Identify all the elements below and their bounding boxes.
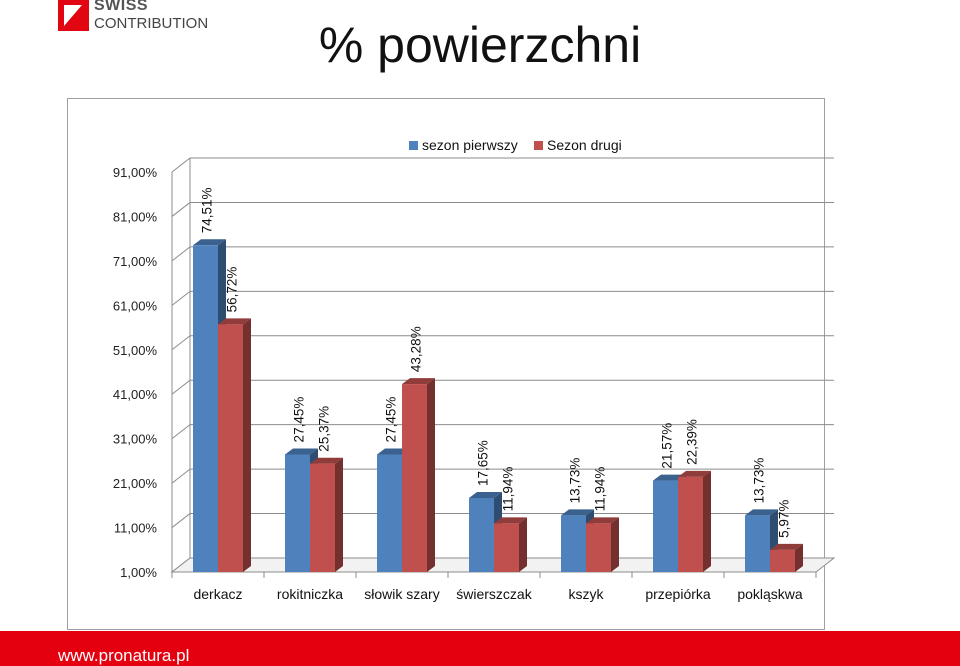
bar xyxy=(218,324,243,572)
data-label: 27,45% xyxy=(292,397,307,443)
data-label: 56,72% xyxy=(225,267,240,313)
bar-top xyxy=(310,457,343,464)
y-tick-label: 91,00% xyxy=(113,165,158,180)
x-category-label: rokitniczka xyxy=(277,586,343,602)
legend-label: sezon pierwszy xyxy=(422,137,518,153)
data-label: 5,97% xyxy=(777,500,792,538)
data-label: 25,37% xyxy=(317,406,332,452)
y-tick-label: 31,00% xyxy=(113,432,158,447)
bar-top xyxy=(770,543,803,550)
data-label: 22,39% xyxy=(685,419,700,465)
data-label: 11,94% xyxy=(501,467,516,512)
gridline-depth xyxy=(171,468,191,484)
y-tick-label: 41,00% xyxy=(113,387,158,402)
legend-label: Sezon drugi xyxy=(547,137,622,153)
legend: sezon pierwszy Sezon drugi xyxy=(409,137,622,153)
bar-side xyxy=(519,517,527,572)
bar-top xyxy=(402,378,435,385)
legend-swatch xyxy=(534,141,543,150)
y-tick-label: 51,00% xyxy=(113,343,158,358)
data-label: 27,45% xyxy=(384,397,399,443)
bar xyxy=(561,515,586,572)
bar-top xyxy=(494,517,527,524)
footer-url[interactable]: www.pronatura.pl xyxy=(58,646,190,665)
gridline-depth xyxy=(171,246,191,262)
logo-text-contribution: CONTRIBUTION xyxy=(94,15,209,32)
bar-side xyxy=(427,378,435,572)
data-label: 17,65% xyxy=(476,440,491,486)
y-tick-label: 1,00% xyxy=(120,565,157,580)
bar-top xyxy=(586,517,619,524)
bar-side xyxy=(795,543,803,572)
bar xyxy=(586,523,611,572)
swiss-cross-icon xyxy=(58,0,89,31)
bar-top xyxy=(745,509,778,516)
footer-bar: www.pronatura.pl xyxy=(0,631,960,666)
bar-top xyxy=(285,448,318,455)
x-category-label: świerszczak xyxy=(456,586,532,602)
bar-top xyxy=(377,448,410,455)
data-label: 43,28% xyxy=(409,326,424,372)
data-label: 74,51% xyxy=(200,187,215,233)
y-tick-label: 11,00% xyxy=(114,521,158,536)
x-category-label: pokląskwa xyxy=(737,586,803,602)
bars: 74,51% 56,72% 27,45% 25,37% 27,45% 43,28% 17,6… xyxy=(193,187,803,573)
bar-side xyxy=(611,517,619,572)
bar-side xyxy=(703,470,711,572)
bar-side xyxy=(243,318,251,572)
gridline-depth xyxy=(171,202,191,217)
bar-top xyxy=(469,492,502,498)
gridline-depth xyxy=(171,157,191,173)
bar-top xyxy=(218,318,251,325)
bar xyxy=(402,384,427,572)
x-category-label: przepiórka xyxy=(645,586,711,602)
bar xyxy=(469,498,494,572)
x-category-label: słowik szary xyxy=(364,586,439,602)
legend-swatch xyxy=(409,141,418,150)
bar xyxy=(678,476,703,572)
x-category-label: derkacz xyxy=(193,586,242,602)
bar-top xyxy=(678,470,711,477)
bar xyxy=(653,480,678,572)
y-tick-label: 81,00% xyxy=(113,209,158,224)
bar-top xyxy=(193,239,226,246)
x-category-label: kszyk xyxy=(569,586,605,602)
data-label: 13,73% xyxy=(568,458,583,504)
bar xyxy=(193,245,218,573)
gridline-depth xyxy=(171,335,191,351)
bar-top xyxy=(561,509,594,516)
gridline-depth xyxy=(171,513,191,528)
y-tick-label: 71,00% xyxy=(113,254,158,269)
swiss-contribution-logo: SWISS CONTRIBUTION xyxy=(58,0,208,34)
bar-chart: 1,00% 11,00% 21,00% 31,00% 41,00% 51,00% 61,00… xyxy=(113,137,836,602)
y-tick-label: 21,00% xyxy=(113,476,158,491)
bar xyxy=(285,454,310,572)
bar xyxy=(310,463,335,572)
gridline-depth xyxy=(171,424,191,440)
bar xyxy=(745,515,770,572)
bar xyxy=(494,523,519,572)
data-label: 11,94% xyxy=(593,467,608,512)
data-label: 21,57% xyxy=(660,423,675,469)
bar-top xyxy=(653,474,686,481)
bar xyxy=(377,454,402,572)
data-label: 13,73% xyxy=(752,458,767,504)
bar-side xyxy=(335,457,343,572)
y-tick-label: 61,00% xyxy=(113,298,158,313)
gridline-depth xyxy=(171,290,191,306)
bar xyxy=(770,549,795,572)
gridline-depth xyxy=(171,379,191,395)
page-title: % powierzchni xyxy=(318,17,642,73)
logo-text-swiss: SWISS xyxy=(94,0,149,14)
